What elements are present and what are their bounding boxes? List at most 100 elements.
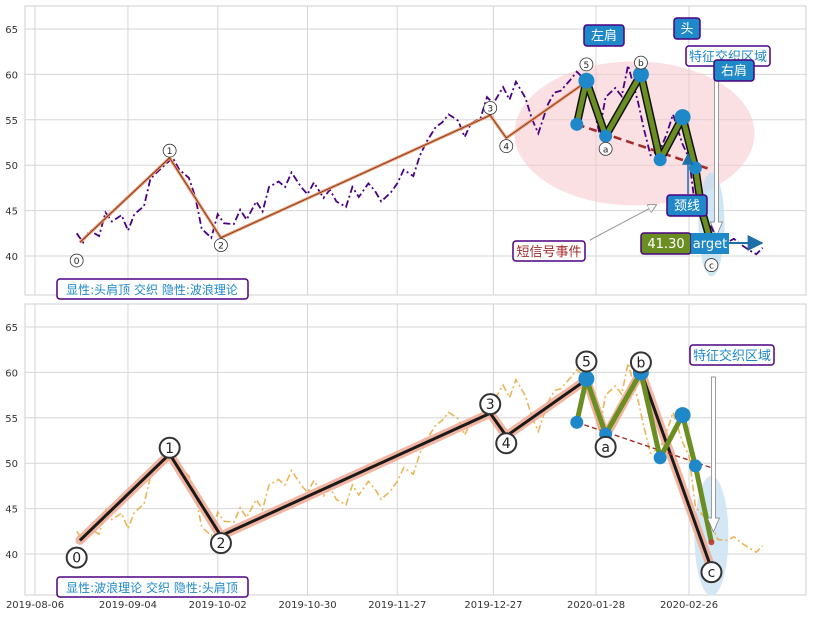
xtick-label: 2019-12-27 — [464, 600, 522, 611]
top-hs-point — [599, 129, 613, 143]
bottom-target-arrow — [706, 376, 720, 533]
xtick-label: 2019-09-04 — [99, 600, 157, 611]
bottom-ytick-label: 65 — [5, 323, 18, 334]
bottom-wave-label: 4 — [502, 436, 511, 452]
top-ytick-label: 55 — [5, 116, 18, 127]
xtick-label: 2019-08-06 — [6, 600, 64, 611]
top-ytick-label: 50 — [5, 161, 18, 172]
svg-text:arget: arget — [693, 237, 727, 252]
x-axis: 2019-08-06 2019-09-04 2019-10-02 2019-10-30… — [6, 600, 718, 611]
top-hs-point — [578, 72, 595, 89]
bottom-hs-point — [674, 407, 691, 424]
bottom-hs-point — [578, 370, 595, 387]
bottom-wave-label-circle — [594, 435, 617, 458]
svg-text:显性:头肩顶 交织 隐性:波浪理论: 显性:头肩顶 交织 隐性:波浪理论 — [66, 282, 238, 297]
bottom-ytick-label: 45 — [5, 505, 18, 516]
bottom-wave-label-circle — [479, 393, 502, 416]
top-wave-label-circle — [483, 101, 498, 115]
top-wave-label: a — [603, 145, 609, 155]
bottom-labels-layer: 0 1 2 3 4 5 a b c — [65, 350, 723, 584]
top-wave-label-circle — [162, 143, 177, 158]
xtick-label: 2019-10-02 — [189, 600, 247, 611]
top-hs-point — [674, 109, 691, 126]
price-target-label: 41.30 arget — [640, 232, 764, 255]
top-price-series-line — [75, 65, 764, 256]
top-wave-label: 4 — [503, 143, 509, 153]
short-signal-label: 短信号事件 — [512, 205, 656, 262]
bottom-wave-label: 1 — [165, 441, 174, 457]
top-hs-point — [570, 117, 584, 131]
top-wave-label-circle — [704, 258, 719, 272]
top-wave-label: 0 — [74, 257, 80, 267]
bottom-wave-label: 0 — [72, 551, 81, 567]
top-wave-label: 5 — [584, 61, 590, 71]
top-wave-label-circle — [634, 55, 648, 70]
bottom-hs-point — [688, 459, 702, 473]
top-wave-label-circle — [579, 57, 594, 72]
bottom-wave-label: c — [708, 565, 716, 581]
xtick-label: 2019-10-30 — [278, 600, 336, 611]
svg-text:左肩: 左肩 — [591, 28, 617, 44]
top-wave-label-circle — [69, 253, 84, 268]
top-wave-label: 1 — [167, 147, 173, 157]
bottom-ytick-label: 60 — [5, 368, 18, 379]
svg-text:特征交织区域: 特征交织区域 — [693, 348, 771, 364]
svg-text:41.30: 41.30 — [647, 237, 684, 252]
top-wave-label-circle — [499, 139, 514, 154]
bottom-wave-label: 5 — [582, 355, 591, 371]
bottom-hs-point — [570, 415, 584, 429]
bottom-wave-label-circle — [700, 561, 723, 584]
bottom-ytick-label: 50 — [5, 459, 18, 470]
top-hs-point — [688, 161, 702, 175]
top-wave-label: b — [638, 59, 644, 69]
bottom-hs-line — [574, 369, 714, 543]
top-ytick-label: 40 — [5, 252, 18, 263]
svg-text:右肩: 右肩 — [721, 63, 747, 79]
zone-label-bottom: 特征交织区域 — [689, 344, 775, 366]
top-hs-point — [653, 153, 667, 167]
top-hs-point — [632, 66, 649, 83]
svg-text:头: 头 — [680, 22, 693, 37]
bottom-wave-label-circle — [629, 351, 652, 374]
top-wave-label: 3 — [487, 104, 493, 114]
bottom-wave-label-circle — [65, 546, 88, 569]
top-wave-label: 2 — [218, 242, 224, 252]
bottom-wave-label-circle — [575, 350, 598, 373]
bottom-target-point — [708, 539, 715, 546]
top-ytick-label: 60 — [5, 70, 18, 81]
bottom-wave-label-circle — [495, 432, 518, 455]
bottom-wave-label: a — [601, 440, 610, 456]
bottom-wave-label: 3 — [486, 397, 495, 413]
svg-text:颈线: 颈线 — [674, 199, 700, 214]
right-shoulder-label: 右肩 — [713, 59, 755, 82]
top-labels-layer: 0 1 2 3 4 5 a b c — [69, 55, 719, 272]
info-label-top: 显性:头肩顶 交织 隐性:波浪理论 — [56, 278, 249, 300]
top-ytick-label: 45 — [5, 207, 18, 218]
bottom-ytick-label: 40 — [5, 550, 18, 561]
neckline-label: 颈线 — [666, 152, 708, 217]
xtick-label: 2020-01-28 — [567, 600, 625, 611]
left-shoulder-label: 左肩 — [583, 24, 625, 47]
head-label: 头 — [673, 17, 701, 40]
bottom-ytick-label: 55 — [5, 414, 18, 425]
info-label-bottom: 显性:波浪理论 交织 隐性:头肩顶 — [56, 576, 249, 598]
bottom-hs-point — [653, 451, 667, 465]
top-ytick-label: 65 — [5, 25, 18, 36]
top-wave-label: c — [709, 262, 714, 272]
xtick-label: 2019-11-27 — [368, 600, 426, 611]
top-wave-label-circle — [598, 141, 613, 156]
bottom-wave-label: b — [636, 355, 645, 371]
svg-text:显性:波浪理论 交织 隐性:头肩顶: 显性:波浪理论 交织 隐性:头肩顶 — [66, 580, 238, 595]
bottom-wave-label-circle — [158, 436, 181, 459]
xtick-label: 2020-02-26 — [660, 600, 718, 611]
top-wave-line — [79, 81, 587, 243]
svg-text:短信号事件: 短信号事件 — [516, 245, 581, 260]
bottom-wave-label-circle — [209, 532, 232, 555]
top-wave-label-circle — [214, 238, 228, 253]
top-target-arrow — [709, 77, 723, 237]
